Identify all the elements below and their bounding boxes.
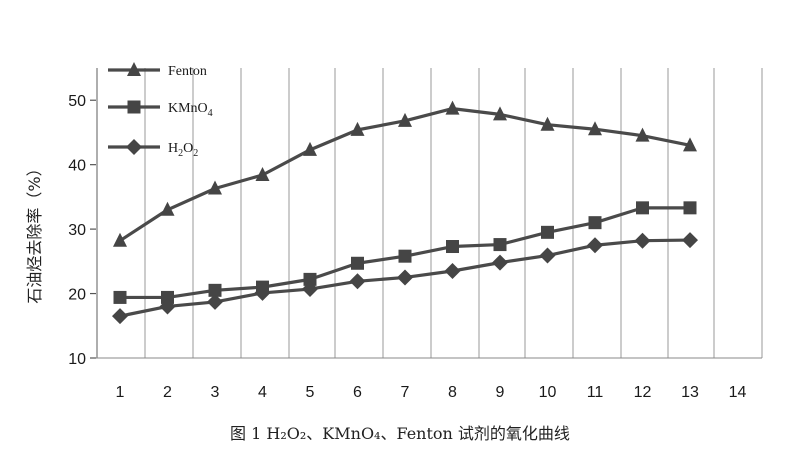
data-series bbox=[112, 100, 698, 325]
data-point-0-10 bbox=[588, 121, 602, 136]
x-tick-label-13: 13 bbox=[681, 384, 699, 401]
legend-entry-1: KMnO4 bbox=[108, 100, 213, 119]
data-point-2-8 bbox=[492, 254, 508, 271]
data-point-2-1 bbox=[159, 298, 176, 315]
data-point-1-1 bbox=[161, 290, 174, 304]
y-axis-label: 石油烃去除率（%） bbox=[25, 160, 44, 303]
data-point-0-8 bbox=[493, 106, 507, 121]
y-tick-label-50: 50 bbox=[68, 93, 86, 110]
data-point-2-4 bbox=[302, 281, 318, 298]
data-point-2-9 bbox=[539, 247, 556, 264]
legend-marker-2 bbox=[126, 139, 142, 155]
data-point-1-12 bbox=[683, 201, 697, 215]
data-point-1-8 bbox=[493, 238, 507, 252]
data-point-1-7 bbox=[446, 240, 459, 254]
data-point-0-6 bbox=[398, 112, 412, 127]
data-point-1-4 bbox=[303, 272, 317, 286]
data-point-1-9 bbox=[541, 225, 554, 239]
x-tick-label-11: 11 bbox=[587, 384, 604, 401]
data-point-0-7 bbox=[445, 100, 460, 115]
legend-label-0: Fenton bbox=[168, 64, 207, 79]
legend-marker-1 bbox=[127, 100, 141, 114]
data-point-1-5 bbox=[351, 256, 364, 270]
vertical-gridlines bbox=[96, 68, 763, 358]
y-tick-label-10: 10 bbox=[68, 351, 86, 368]
legend-entry-2: H2O2 bbox=[108, 139, 198, 159]
data-point-0-5 bbox=[350, 121, 365, 136]
x-tick-label-1: 1 bbox=[116, 384, 125, 401]
legend-label-2: H2O2 bbox=[168, 141, 198, 159]
data-point-2-12 bbox=[682, 232, 698, 249]
data-point-2-10 bbox=[587, 237, 603, 254]
x-tick-label-4: 4 bbox=[258, 384, 267, 401]
y-tick-label-30: 30 bbox=[68, 222, 86, 239]
data-point-1-10 bbox=[588, 216, 602, 230]
data-point-2-7 bbox=[444, 263, 461, 279]
y-axis: 10 20 30 40 50 bbox=[68, 93, 762, 368]
x-tick-label-8: 8 bbox=[448, 384, 457, 401]
y-tick-label-40: 40 bbox=[68, 158, 86, 175]
data-point-0-1 bbox=[160, 201, 175, 216]
data-point-0-12 bbox=[683, 137, 697, 152]
data-point-1-2 bbox=[208, 283, 222, 297]
x-tick-label-5: 5 bbox=[306, 384, 315, 401]
x-tick-label-6: 6 bbox=[353, 384, 362, 401]
data-point-2-6 bbox=[397, 269, 413, 286]
data-point-2-2 bbox=[207, 293, 223, 310]
y-tick-label-20: 20 bbox=[68, 287, 86, 304]
data-point-0-3 bbox=[255, 166, 270, 181]
data-point-1-0 bbox=[113, 290, 127, 304]
x-tick-label-7: 7 bbox=[401, 384, 410, 401]
x-tick-label-9: 9 bbox=[496, 384, 505, 401]
figure-caption: 图 1 H₂O₂、KMnO₄、Fenton 试剂的氧化曲线 bbox=[230, 424, 570, 443]
x-tick-label-3: 3 bbox=[211, 384, 220, 401]
x-tick-label-10: 10 bbox=[539, 384, 557, 401]
data-point-0-4 bbox=[303, 141, 317, 156]
series-0 bbox=[113, 100, 697, 247]
x-tick-label-12: 12 bbox=[634, 384, 652, 401]
data-point-2-0 bbox=[112, 308, 128, 325]
data-point-1-6 bbox=[398, 249, 412, 263]
data-point-0-9 bbox=[540, 116, 555, 131]
x-tick-labels: 1 2 3 4 5 6 7 8 9 10 11 12 13 14 bbox=[116, 384, 747, 401]
data-point-0-2 bbox=[208, 180, 222, 195]
legend-entry-0: Fenton bbox=[108, 62, 207, 79]
legend-label-1: KMnO4 bbox=[168, 101, 213, 119]
data-point-1-11 bbox=[636, 201, 649, 215]
data-point-2-3 bbox=[254, 284, 271, 301]
legend-marker-0 bbox=[127, 62, 141, 76]
data-point-2-5 bbox=[349, 273, 366, 290]
x-tick-label-2: 2 bbox=[163, 384, 172, 401]
data-point-0-0 bbox=[113, 232, 127, 247]
series-1 bbox=[113, 201, 697, 304]
data-point-2-11 bbox=[634, 232, 651, 249]
series-2 bbox=[112, 232, 698, 325]
data-point-0-11 bbox=[635, 127, 650, 142]
x-tick-label-14: 14 bbox=[729, 384, 747, 401]
legend: Fenton KMnO4 H2O2 bbox=[108, 62, 213, 159]
